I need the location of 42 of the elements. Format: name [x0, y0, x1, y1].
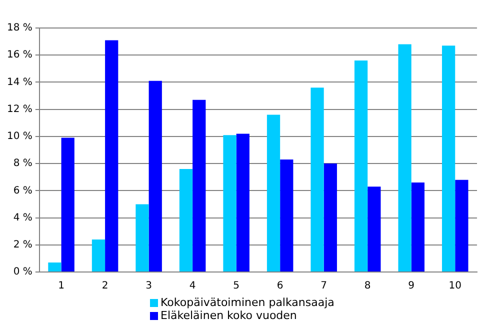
bar: [266, 114, 280, 272]
y-tick-label: 14 %: [7, 76, 32, 88]
bar: [92, 239, 106, 272]
bar: [236, 134, 250, 272]
y-tick-label: 12 %: [7, 104, 32, 115]
bar: [148, 80, 162, 272]
bar: [136, 204, 149, 272]
x-tick-label: 3: [146, 280, 152, 292]
bar: [179, 168, 193, 272]
x-tick-label: 5: [233, 280, 240, 292]
bar: [192, 100, 206, 272]
x-tick-label: 7: [320, 280, 328, 292]
y-tick-label: 0 %: [13, 266, 32, 278]
x-tick-label: 9: [408, 280, 415, 292]
bar: [324, 164, 337, 272]
x-tick-label: 10: [448, 280, 462, 292]
bar: [354, 60, 368, 272]
bar: [310, 88, 324, 272]
bar: [398, 44, 412, 272]
x-tick-label: 8: [364, 280, 371, 292]
bar: [105, 40, 118, 272]
y-tick-label: 8 %: [13, 158, 32, 170]
bar: [368, 186, 381, 272]
bar: [61, 138, 74, 272]
bar: [48, 262, 62, 272]
y-tick-label: 2 %: [13, 239, 32, 250]
legend-label: Eläkeläinen koko vuoden: [160, 309, 297, 322]
y-tick-label: 4 %: [13, 212, 32, 224]
bar: [411, 182, 424, 272]
x-tick-label: 2: [102, 280, 108, 292]
y-tick-label: 6 %: [13, 185, 32, 196]
y-tick-label: 16 %: [7, 50, 32, 61]
legend-label: Kokopäivätoiminen palkansaaja: [160, 296, 334, 309]
bar: [442, 46, 456, 272]
y-tick-label: 18 %: [7, 22, 32, 34]
bar: [223, 135, 236, 272]
x-tick-label: 6: [276, 280, 284, 292]
bar: [455, 180, 468, 272]
x-tick-label: 4: [189, 280, 196, 292]
x-tick-label: 1: [58, 280, 64, 292]
bar: [280, 159, 294, 272]
y-tick-label: 10 %: [7, 131, 32, 142]
